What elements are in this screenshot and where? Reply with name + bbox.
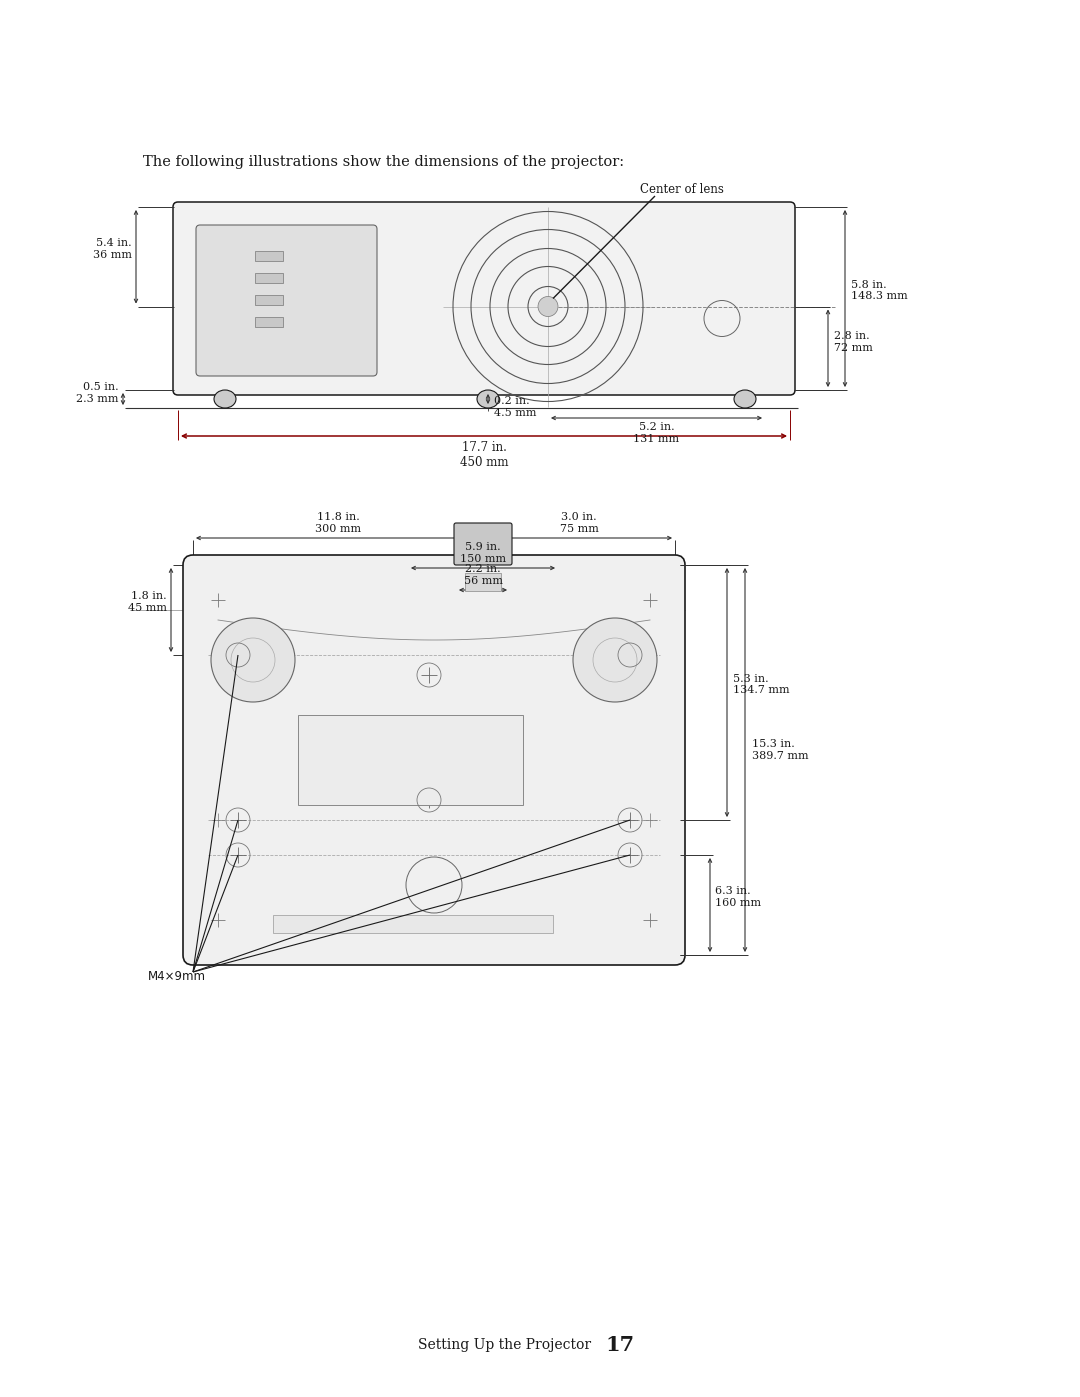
Text: 2.2 in.
56 mm: 2.2 in. 56 mm: [463, 564, 502, 585]
Text: The following illustrations show the dimensions of the projector:: The following illustrations show the dim…: [143, 155, 624, 169]
Ellipse shape: [734, 390, 756, 408]
Text: 6.3 in.
160 mm: 6.3 in. 160 mm: [715, 886, 761, 908]
Bar: [255, 251, 283, 261]
Text: M4×9mm: M4×9mm: [148, 970, 206, 983]
Text: 17: 17: [605, 1336, 634, 1355]
Text: 15.3 in.
389.7 mm: 15.3 in. 389.7 mm: [752, 739, 809, 761]
Text: 1.8 in.
45 mm: 1.8 in. 45 mm: [129, 591, 167, 613]
FancyBboxPatch shape: [454, 522, 512, 564]
Text: 0.5 in.
2.3 mm: 0.5 in. 2.3 mm: [77, 383, 119, 404]
Text: 5.9 in.
150 mm: 5.9 in. 150 mm: [460, 542, 507, 564]
FancyBboxPatch shape: [195, 225, 377, 376]
Ellipse shape: [477, 390, 499, 408]
Text: 2.8 in.
72 mm: 2.8 in. 72 mm: [834, 331, 873, 353]
Text: 5.8 in.
148.3 mm: 5.8 in. 148.3 mm: [851, 279, 908, 302]
Text: 0.2 in.
4.5 mm: 0.2 in. 4.5 mm: [494, 395, 537, 418]
Circle shape: [573, 617, 657, 703]
Ellipse shape: [214, 390, 237, 408]
Bar: [255, 295, 283, 305]
FancyBboxPatch shape: [173, 203, 795, 395]
Text: 11.8 in.
300 mm: 11.8 in. 300 mm: [315, 513, 361, 534]
FancyBboxPatch shape: [183, 555, 685, 965]
Text: 5.4 in.
36 mm: 5.4 in. 36 mm: [93, 237, 132, 260]
Circle shape: [211, 617, 295, 703]
Bar: [255, 272, 283, 284]
Text: 5.2 in.
131 mm: 5.2 in. 131 mm: [634, 422, 679, 444]
Bar: [298, 715, 523, 805]
Bar: [255, 317, 283, 327]
Text: 3.0 in.
75 mm: 3.0 in. 75 mm: [559, 513, 598, 534]
Bar: [465, 573, 501, 591]
Circle shape: [538, 296, 558, 317]
Text: Center of lens: Center of lens: [640, 183, 724, 196]
Bar: [273, 915, 553, 933]
Text: 5.3 in.
134.7 mm: 5.3 in. 134.7 mm: [733, 673, 789, 696]
Text: 17.7 in.
450 mm: 17.7 in. 450 mm: [460, 441, 509, 469]
Text: Setting Up the Projector: Setting Up the Projector: [418, 1338, 600, 1352]
